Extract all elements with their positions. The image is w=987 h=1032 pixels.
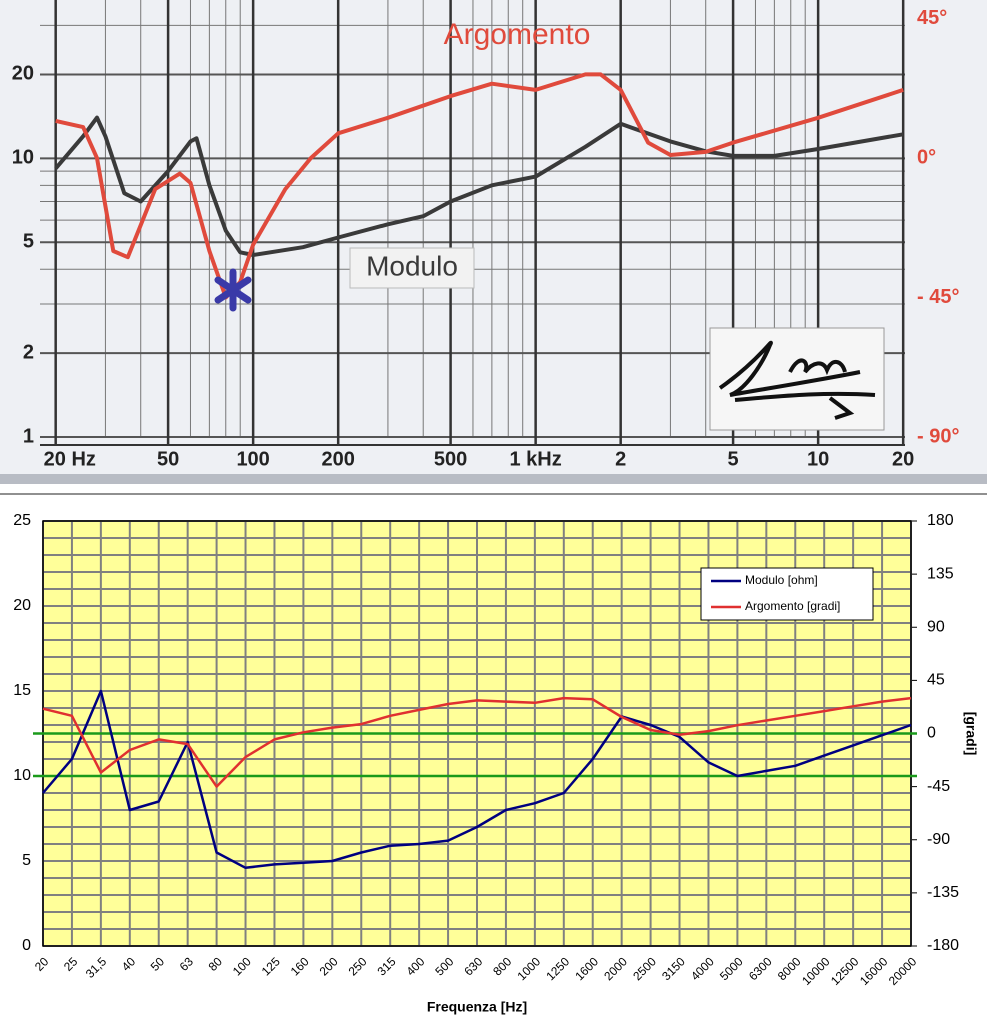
x-tick-label: 100 (236, 448, 269, 470)
y2-tick-label: -45 (927, 778, 950, 795)
x-tick-label: 3150 (659, 954, 688, 983)
y2-tick-label: -180 (927, 937, 959, 954)
x-tick-label: 200 (317, 954, 341, 978)
y-tick-label: 10 (12, 147, 34, 169)
y2-tick-label: 135 (927, 565, 954, 582)
x-tick-label: 160 (288, 954, 312, 978)
logo (709, 327, 885, 431)
x-tick-label: 40 (119, 954, 139, 974)
x-tick-label: 800 (490, 954, 514, 978)
y-tick-label: 2 (23, 341, 34, 363)
scan-edge (0, 474, 987, 484)
x-tick-label: 50 (157, 448, 179, 470)
series-line (42, 696, 912, 788)
y2-tick-label: 45 (927, 672, 945, 689)
x-tick-label: 50 (148, 954, 168, 974)
x-tick-label: 10 (807, 448, 829, 470)
logo-box (709, 327, 885, 431)
x-tick-label: 315 (375, 954, 399, 978)
y-tick-label: 25 (13, 512, 31, 529)
x-tick-label: 500 (434, 448, 467, 470)
x-tick-label: 10000 (799, 954, 833, 988)
series-label: Argomento (444, 18, 591, 51)
y2-tick-label: 180 (927, 512, 954, 529)
legend-box (700, 567, 874, 621)
x-tick-label: 125 (259, 954, 283, 978)
y-tick-label: 10 (13, 767, 31, 784)
legend-label: Modulo [ohm] (745, 573, 818, 587)
series-line (42, 689, 912, 870)
x-tick-label: 5000 (717, 954, 746, 983)
y2-tick-label: - 90° (917, 425, 959, 447)
x-tick-label: 1000 (514, 954, 543, 983)
x-tick-label: 400 (403, 954, 427, 978)
x-tick-label: 16000 (857, 954, 891, 988)
y-tick-label: 20 (12, 63, 34, 85)
x-tick-label: 2500 (630, 954, 659, 983)
x-tick-label: 63 (177, 954, 197, 974)
series-line (54, 115, 904, 257)
x-tick-label: 25 (61, 954, 81, 974)
x-tick-label: 2 (615, 448, 626, 470)
x-tick-label: 20000 (886, 954, 920, 988)
y2-tick-label: 90 (927, 618, 945, 635)
x-tick-label: 100 (230, 954, 254, 978)
x-tick-label: 80 (206, 954, 226, 974)
x-tick-label: 6300 (746, 954, 775, 983)
y-tick-label: 5 (23, 231, 34, 253)
y-tick-label: 5 (22, 852, 31, 869)
y2-tick-label: -90 (927, 831, 950, 848)
x-tick-label: 12500 (828, 954, 862, 988)
series-line (55, 72, 904, 300)
legend-label: Argomento [gradi] (745, 599, 840, 613)
y2-tick-label: - 45° (917, 286, 959, 308)
x-tick-label: 20 (32, 954, 52, 974)
x-tick-label: 4000 (688, 954, 717, 983)
y-tick-label: 15 (13, 682, 31, 699)
y2-axis-title: [gradi] (963, 712, 979, 756)
logo-mark (718, 340, 876, 420)
series-label: Modulo (366, 250, 458, 281)
x-tick-label: 200 (321, 448, 354, 470)
x-tick-label: 500 (432, 954, 456, 978)
x-tick-label: 20 Hz (44, 448, 96, 470)
x-tick-label: 1600 (572, 954, 601, 983)
y2-tick-label: 0 (927, 725, 936, 742)
x-axis-title: Frequenza [Hz] (427, 999, 527, 1015)
y2-tick-label: -135 (927, 884, 959, 901)
asterisk (214, 268, 252, 312)
x-tick-label: 1 kHz (510, 448, 562, 470)
y-tick-label: 1 (23, 425, 34, 447)
y-tick-label: 20 (13, 597, 31, 614)
x-tick-label: 5 (728, 448, 739, 470)
label-box (349, 247, 475, 289)
y2-tick-label: 0° (917, 146, 936, 168)
y2-tick-label: 45° (917, 7, 947, 29)
x-tick-label: 31,5 (83, 954, 110, 981)
x-tick-label: 1250 (543, 954, 572, 983)
x-tick-label: 630 (461, 954, 485, 978)
x-tick-label: 2000 (601, 954, 630, 983)
y-tick-label: 0 (22, 937, 31, 954)
x-tick-label: 20 (892, 448, 914, 470)
x-tick-label: 250 (346, 954, 370, 978)
